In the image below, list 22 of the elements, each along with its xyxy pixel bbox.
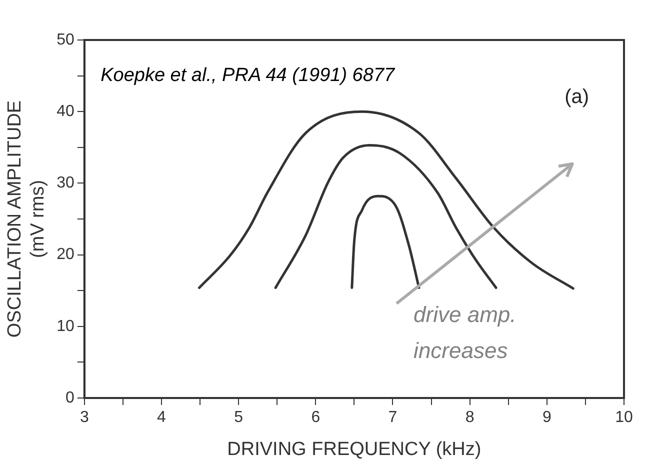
- x-tick-label: 9: [542, 409, 552, 426]
- y-tick-label: 0: [65, 389, 74, 406]
- annotation: drive amp. increases: [414, 302, 516, 363]
- x-tick-label: 3: [80, 409, 89, 426]
- y-tick-label: 10: [56, 318, 74, 335]
- x-tick-label: 7: [388, 409, 398, 426]
- x-axis-title: DRIVING FREQUENCY (kHz): [227, 438, 482, 460]
- x-tick-label: 8: [465, 409, 474, 426]
- annotation: (a): [564, 86, 590, 108]
- annotation: Koepke et al., PRA 44 (1991) 6877: [100, 65, 396, 86]
- x-tick-label: 4: [157, 409, 166, 426]
- line-series: [350, 194, 420, 289]
- x-tick-label: 6: [311, 409, 320, 426]
- line-series: [274, 144, 498, 289]
- y-axis-title: OSCILLATION AMPLITUDE (mV rms): [4, 100, 48, 338]
- y-tick-label: 50: [56, 31, 74, 48]
- y-tick-label: 20: [56, 246, 74, 264]
- y-tick-label: 30: [56, 174, 74, 192]
- line-series: [198, 110, 574, 290]
- y-tick-label: 40: [56, 103, 74, 120]
- x-tick-label: 5: [234, 409, 244, 426]
- x-tick-label: 10: [615, 409, 633, 426]
